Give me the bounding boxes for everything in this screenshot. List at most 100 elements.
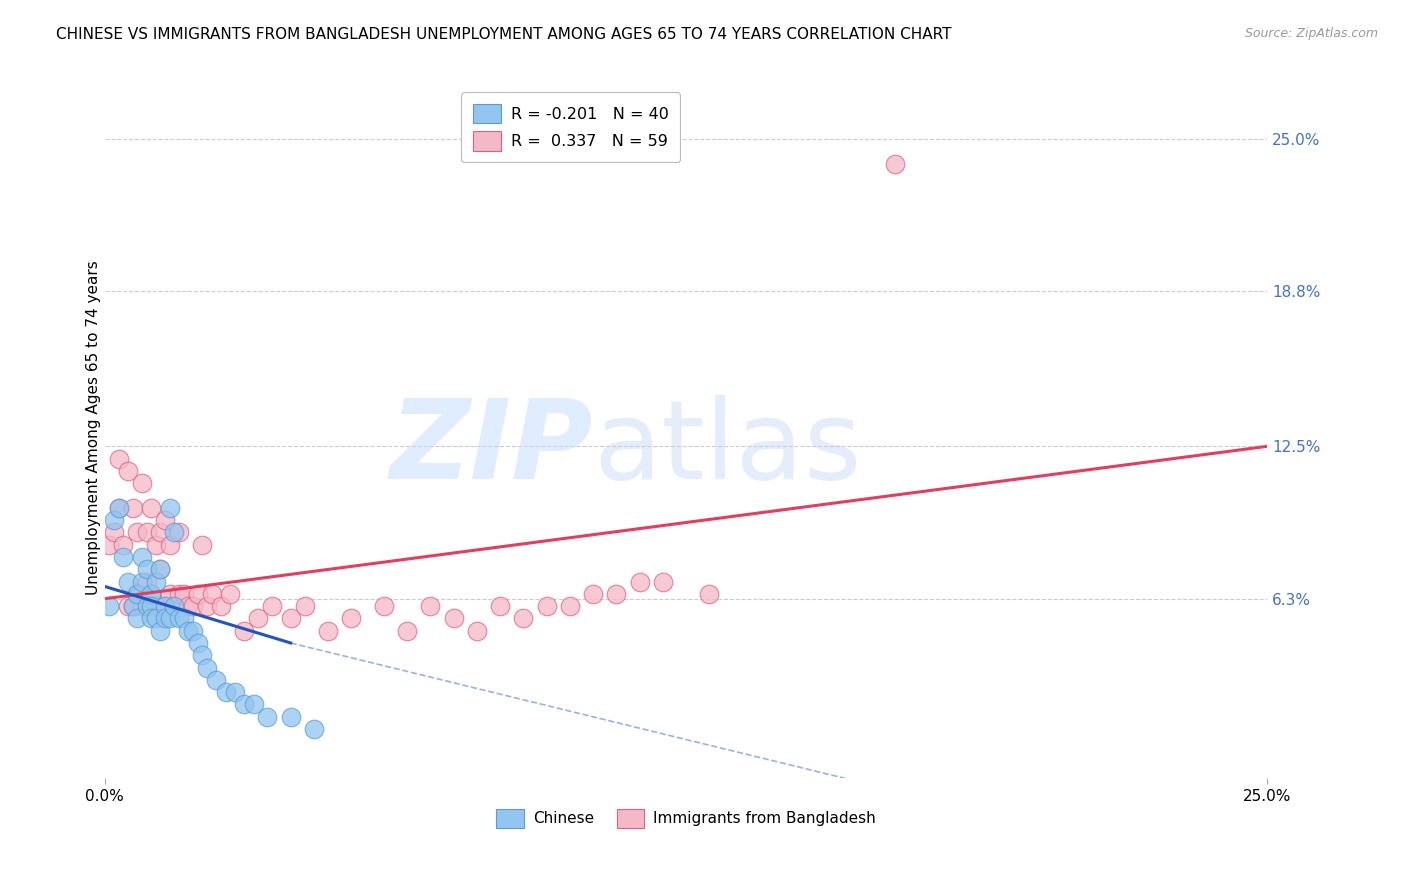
Point — [145, 538, 167, 552]
Text: CHINESE VS IMMIGRANTS FROM BANGLADESH UNEMPLOYMENT AMONG AGES 65 TO 74 YEARS COR: CHINESE VS IMMIGRANTS FROM BANGLADESH UN… — [56, 27, 952, 42]
Point — [187, 636, 209, 650]
Point — [247, 611, 270, 625]
Point — [191, 538, 214, 552]
Point — [103, 525, 125, 540]
Point — [103, 513, 125, 527]
Point — [224, 685, 246, 699]
Point — [181, 599, 204, 613]
Point — [159, 500, 181, 515]
Point — [145, 599, 167, 613]
Point — [127, 587, 149, 601]
Point — [187, 587, 209, 601]
Point — [112, 538, 135, 552]
Point — [177, 624, 200, 638]
Point — [214, 685, 236, 699]
Point — [163, 525, 186, 540]
Point — [141, 500, 163, 515]
Point — [107, 451, 129, 466]
Point — [177, 599, 200, 613]
Point — [167, 611, 190, 625]
Text: Source: ZipAtlas.com: Source: ZipAtlas.com — [1244, 27, 1378, 40]
Point — [117, 464, 139, 478]
Point — [256, 710, 278, 724]
Point — [167, 525, 190, 540]
Point — [316, 624, 339, 638]
Point — [582, 587, 605, 601]
Point — [512, 611, 534, 625]
Text: atlas: atlas — [593, 395, 862, 502]
Point — [173, 611, 195, 625]
Point — [117, 599, 139, 613]
Point — [373, 599, 395, 613]
Point — [149, 525, 172, 540]
Point — [651, 574, 673, 589]
Point — [153, 599, 176, 613]
Point — [536, 599, 558, 613]
Point — [107, 500, 129, 515]
Y-axis label: Unemployment Among Ages 65 to 74 years: Unemployment Among Ages 65 to 74 years — [86, 260, 101, 595]
Point — [173, 587, 195, 601]
Point — [141, 587, 163, 601]
Point — [167, 587, 190, 601]
Point — [159, 587, 181, 601]
Point — [628, 574, 651, 589]
Point — [209, 599, 232, 613]
Point — [112, 549, 135, 564]
Point — [280, 710, 302, 724]
Point — [141, 587, 163, 601]
Point — [131, 574, 153, 589]
Point — [131, 549, 153, 564]
Point — [262, 599, 284, 613]
Point — [465, 624, 488, 638]
Point — [141, 599, 163, 613]
Point — [159, 538, 181, 552]
Point — [107, 500, 129, 515]
Point — [195, 660, 218, 674]
Point — [294, 599, 316, 613]
Point — [163, 599, 186, 613]
Point — [201, 587, 224, 601]
Point — [159, 611, 181, 625]
Point — [195, 599, 218, 613]
Point — [443, 611, 465, 625]
Point — [135, 525, 157, 540]
Point — [191, 648, 214, 663]
Point — [395, 624, 418, 638]
Point — [121, 500, 143, 515]
Point — [302, 722, 325, 736]
Point — [131, 599, 153, 613]
Point — [127, 587, 149, 601]
Point — [149, 562, 172, 576]
Point — [135, 574, 157, 589]
Legend: Chinese, Immigrants from Bangladesh: Chinese, Immigrants from Bangladesh — [489, 803, 882, 834]
Point — [884, 156, 907, 170]
Point — [605, 587, 627, 601]
Point — [697, 587, 720, 601]
Point — [233, 624, 256, 638]
Point — [340, 611, 363, 625]
Point — [149, 562, 172, 576]
Point — [205, 673, 228, 687]
Point — [117, 574, 139, 589]
Point — [145, 611, 167, 625]
Point — [98, 599, 121, 613]
Point — [149, 624, 172, 638]
Point — [233, 698, 256, 712]
Point — [242, 698, 264, 712]
Point — [153, 611, 176, 625]
Point — [558, 599, 581, 613]
Point — [489, 599, 512, 613]
Point — [131, 476, 153, 491]
Point — [135, 599, 157, 613]
Point — [121, 599, 143, 613]
Point — [145, 574, 167, 589]
Point — [127, 525, 149, 540]
Point — [219, 587, 242, 601]
Point — [121, 599, 143, 613]
Text: ZIP: ZIP — [389, 395, 593, 502]
Point — [280, 611, 302, 625]
Point — [141, 611, 163, 625]
Point — [127, 611, 149, 625]
Point — [153, 599, 176, 613]
Point — [98, 538, 121, 552]
